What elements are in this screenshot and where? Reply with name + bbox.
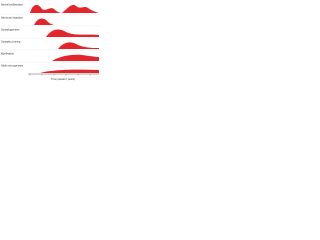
row-label: Synaptogenesis (1, 28, 20, 32)
area (46, 29, 99, 37)
area (40, 69, 99, 73)
area (30, 4, 62, 13)
row-label: Neuronal migration (1, 16, 23, 20)
diagram: Brain development timeline Neural prolif… (0, 3, 100, 81)
area (34, 18, 56, 25)
area (62, 4, 99, 13)
row-label: Neural proliferation (1, 3, 23, 7)
row-label: Synaptic pruning (1, 40, 21, 44)
row-label: Adult neurogenesis (1, 64, 24, 68)
area (58, 42, 99, 49)
area (52, 54, 99, 61)
row-label: Myelination (1, 52, 15, 56)
row-separators (0, 13, 100, 63)
page: {"title": "Brain development timeline", … (0, 0, 100, 83)
axis-ticks (29, 74, 91, 76)
axis-label: Time (weeks / years) (51, 77, 75, 81)
